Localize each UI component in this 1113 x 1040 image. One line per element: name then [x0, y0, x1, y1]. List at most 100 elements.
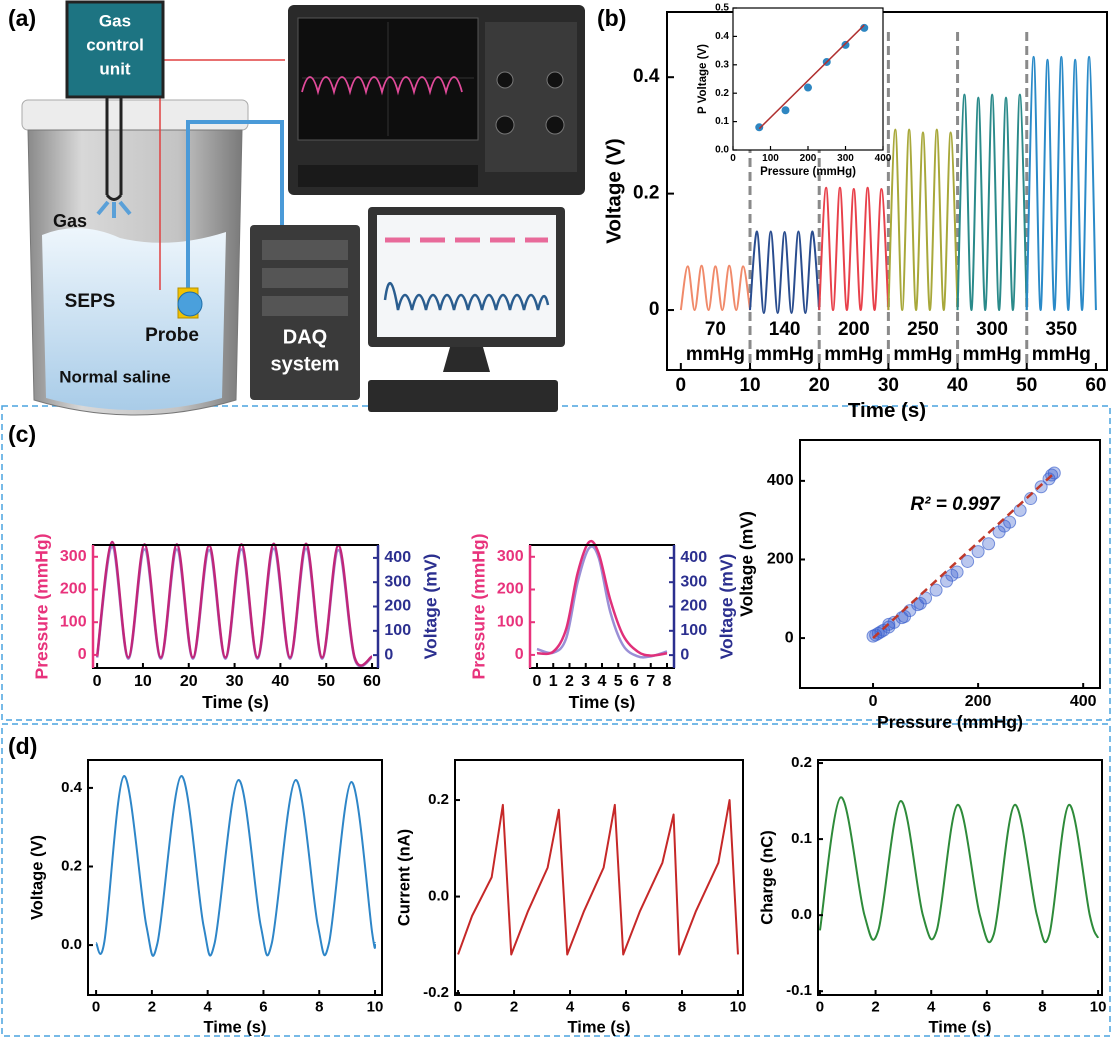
y-tick-label: 0.0: [61, 936, 82, 953]
segment-label: 250: [907, 319, 939, 340]
y-axis-label: Charge (nC): [758, 830, 776, 924]
y2-tick-label: 400: [680, 549, 707, 566]
saline: [42, 228, 226, 410]
x-axis-label: Time (s): [569, 692, 636, 712]
x-tick-label: 30: [878, 375, 899, 396]
data-line: [95, 540, 373, 667]
data-point: [841, 40, 850, 49]
y-axis-label: Voltage (V): [602, 138, 625, 244]
monitor-screen: [377, 215, 556, 337]
y-tick-label: -0.2: [423, 984, 449, 1001]
y2-tick-label: 0: [384, 646, 393, 663]
y-tick-label: 0.2: [791, 754, 812, 771]
x-tick-label: 1: [549, 673, 558, 690]
y-tick-label: 200: [767, 551, 794, 568]
plot-frame: [799, 439, 1101, 689]
y-tick-label: 300: [497, 548, 524, 565]
drive-bay: [262, 240, 348, 260]
y2-axis-label: Voltage (mV): [421, 554, 441, 660]
x-axis-label: Pressure (mmHg): [877, 712, 1023, 732]
y-tick-label: 200: [497, 581, 524, 598]
x-axis-label: Time (s): [204, 1018, 267, 1036]
y-tick-label: 0.2: [61, 857, 82, 874]
x-tick-label: 2: [565, 673, 574, 690]
x-tick-label: 60: [1085, 375, 1106, 396]
data-line: [457, 799, 739, 956]
data-line: [95, 775, 377, 957]
segment-label: mmHg: [755, 344, 814, 365]
data-line: [536, 545, 668, 659]
x-tick-label: 6: [622, 999, 630, 1016]
x-tick-label: 30: [226, 673, 244, 690]
gas-tube: [105, 194, 123, 201]
data-line: [887, 128, 959, 312]
annotation: R² = 0.997: [910, 494, 1001, 515]
monitor-stand: [443, 347, 490, 372]
data-line: [536, 539, 668, 657]
plot-frame: [87, 759, 383, 996]
data-point: [781, 106, 790, 115]
scope-panel: [485, 22, 577, 172]
drive-bay: [262, 268, 348, 288]
x-axis-label: Time (s): [568, 1018, 631, 1036]
y-tick-label: 0.3: [715, 59, 729, 70]
segment-label: 70: [705, 319, 726, 340]
y-tick-label: 0.4: [61, 779, 83, 796]
device-label: Gas: [99, 11, 131, 30]
x-tick-label: 10: [1090, 999, 1107, 1016]
plot-area: [88, 760, 382, 995]
x-tick-label: 50: [1016, 375, 1037, 396]
scope-trace: [301, 76, 463, 96]
plot-area: [800, 440, 1100, 688]
knob: [546, 71, 564, 89]
x-tick-label: 0: [93, 673, 102, 690]
y-tick-label: 0.4: [633, 66, 660, 87]
device-label: DAQ: [283, 326, 327, 348]
device-label: Normal saline: [59, 367, 171, 386]
x-axis-label: Time (s): [848, 399, 926, 422]
data-point: [755, 123, 764, 132]
keyboard: [368, 380, 558, 412]
x-tick-label: 4: [566, 999, 575, 1016]
y-tick-label: 0: [78, 646, 87, 663]
y-tick-label: 0.2: [715, 88, 729, 99]
data-point: [898, 609, 912, 623]
y-tick-label: 0.2: [633, 183, 659, 204]
y2-tick-label: 200: [680, 598, 707, 615]
x-tick-label: 40: [947, 375, 968, 396]
x-tick-label: 50: [317, 673, 335, 690]
segment-label: 300: [976, 319, 1008, 340]
device-label: Probe: [145, 325, 199, 346]
x-tick-label: 6: [630, 673, 639, 690]
y2-tick-label: 100: [680, 622, 707, 639]
x-tick-label: 60: [363, 673, 381, 690]
y2-axis-label: Voltage (mV): [717, 554, 737, 660]
segment-label: mmHg: [893, 344, 952, 365]
plot-frame: [666, 11, 1108, 371]
x-tick-label: 8: [678, 999, 686, 1016]
device-label: system: [271, 353, 340, 375]
x-tick-label: 8: [315, 999, 323, 1016]
y-tick-label: 0.1: [791, 830, 812, 847]
x-tick-label: 20: [809, 375, 830, 396]
y-tick-label: 0.4: [715, 31, 729, 42]
data-point: [1034, 480, 1048, 494]
y-tick-label: 0.0: [791, 906, 812, 923]
data-line: [818, 186, 890, 312]
y-tick-label: 0.0: [715, 145, 729, 156]
segment-label: mmHg: [963, 344, 1022, 365]
x-tick-label: 0: [533, 673, 542, 690]
x-axis-label: Time (s): [929, 1018, 992, 1036]
cable: [186, 120, 284, 295]
y-tick-label: 0: [515, 646, 524, 663]
segment-label: mmHg: [686, 344, 745, 365]
segment-label: mmHg: [824, 344, 883, 365]
x-tick-label: 100: [762, 153, 779, 164]
x-tick-label: 4: [203, 999, 212, 1016]
y2-tick-label: 0: [680, 646, 689, 663]
y2-tick-label: 200: [384, 598, 411, 615]
x-tick-label: 0: [816, 999, 824, 1016]
x-tick-label: 400: [1070, 693, 1097, 710]
x-tick-label: 200: [965, 693, 992, 710]
